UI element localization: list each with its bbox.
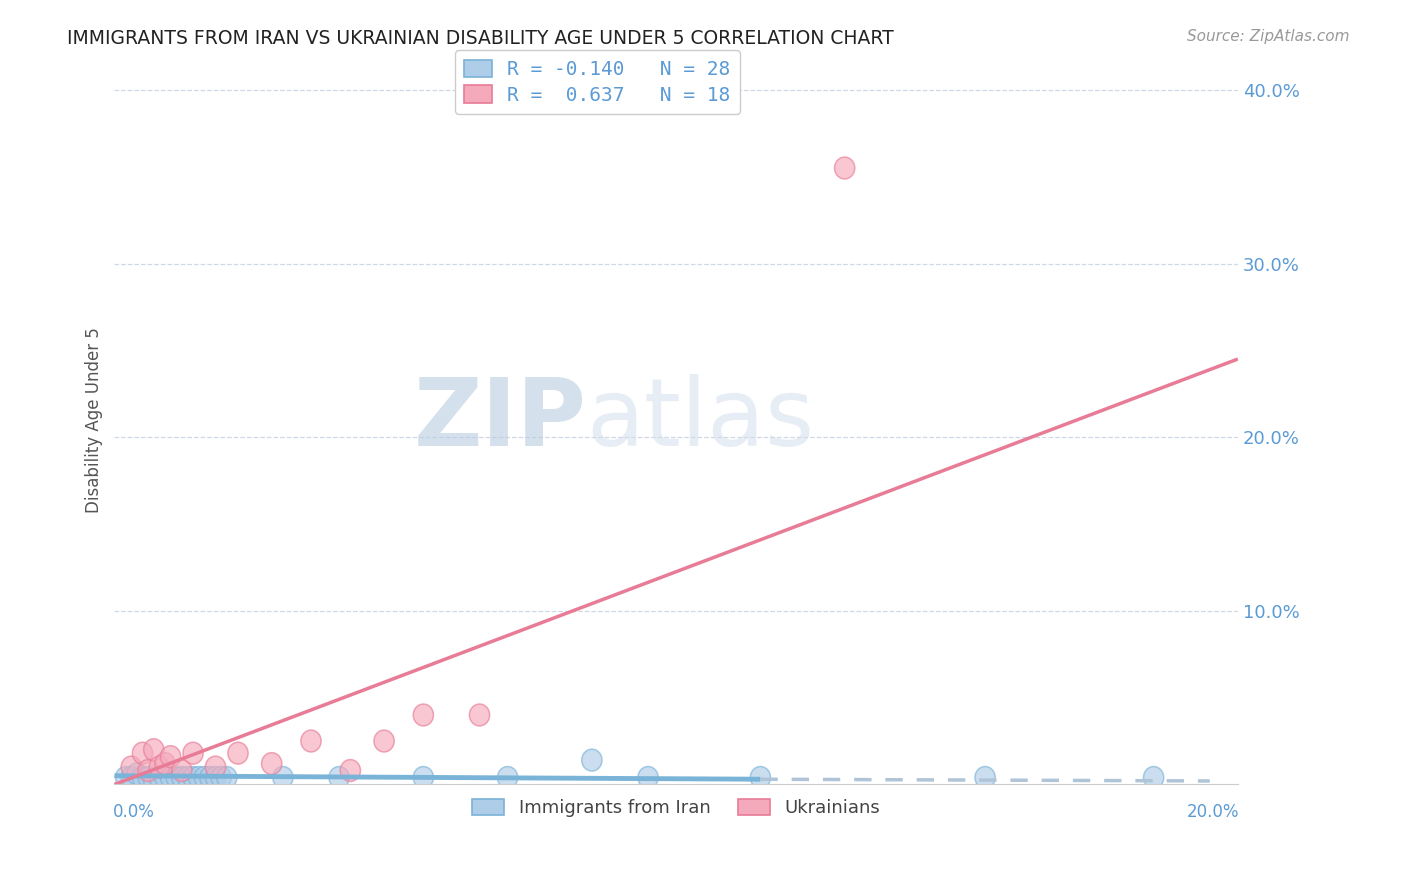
Ellipse shape [132, 766, 153, 789]
Ellipse shape [149, 756, 170, 778]
Ellipse shape [470, 704, 489, 726]
Text: IMMIGRANTS FROM IRAN VS UKRAINIAN DISABILITY AGE UNDER 5 CORRELATION CHART: IMMIGRANTS FROM IRAN VS UKRAINIAN DISABI… [67, 29, 894, 47]
Ellipse shape [413, 704, 433, 726]
Ellipse shape [205, 756, 225, 778]
Text: 20.0%: 20.0% [1187, 803, 1239, 821]
Text: ZIP: ZIP [413, 374, 586, 466]
Ellipse shape [172, 766, 193, 789]
Ellipse shape [183, 766, 202, 789]
Ellipse shape [177, 766, 198, 789]
Ellipse shape [138, 766, 159, 789]
Legend: Immigrants from Iran, Ukrainians: Immigrants from Iran, Ukrainians [463, 790, 890, 827]
Ellipse shape [374, 730, 394, 752]
Ellipse shape [166, 766, 187, 789]
Ellipse shape [413, 766, 433, 789]
Text: atlas: atlas [586, 374, 814, 466]
Ellipse shape [160, 746, 181, 768]
Ellipse shape [172, 760, 193, 781]
Ellipse shape [143, 770, 165, 792]
Ellipse shape [121, 766, 142, 789]
Ellipse shape [143, 739, 165, 761]
Ellipse shape [115, 766, 136, 789]
Ellipse shape [329, 766, 349, 789]
Ellipse shape [205, 766, 225, 789]
Ellipse shape [121, 756, 142, 778]
Ellipse shape [835, 157, 855, 179]
Ellipse shape [262, 753, 281, 774]
Ellipse shape [127, 763, 148, 785]
Ellipse shape [217, 766, 236, 789]
Ellipse shape [340, 760, 360, 781]
Ellipse shape [974, 766, 995, 789]
Ellipse shape [132, 742, 153, 764]
Ellipse shape [582, 749, 602, 771]
Ellipse shape [211, 766, 231, 789]
Text: 0.0%: 0.0% [114, 803, 155, 821]
Ellipse shape [138, 760, 159, 781]
Ellipse shape [149, 766, 170, 789]
Ellipse shape [228, 742, 247, 764]
Ellipse shape [751, 766, 770, 789]
Ellipse shape [155, 766, 176, 789]
Ellipse shape [1143, 766, 1164, 789]
Ellipse shape [638, 766, 658, 789]
Ellipse shape [160, 766, 181, 789]
Ellipse shape [155, 753, 176, 774]
Ellipse shape [273, 766, 292, 789]
Ellipse shape [188, 766, 208, 789]
Ellipse shape [301, 730, 321, 752]
Ellipse shape [183, 742, 202, 764]
Y-axis label: Disability Age Under 5: Disability Age Under 5 [86, 326, 103, 513]
Ellipse shape [194, 766, 214, 789]
Text: Source: ZipAtlas.com: Source: ZipAtlas.com [1187, 29, 1350, 44]
Ellipse shape [498, 766, 517, 789]
Ellipse shape [200, 766, 219, 789]
